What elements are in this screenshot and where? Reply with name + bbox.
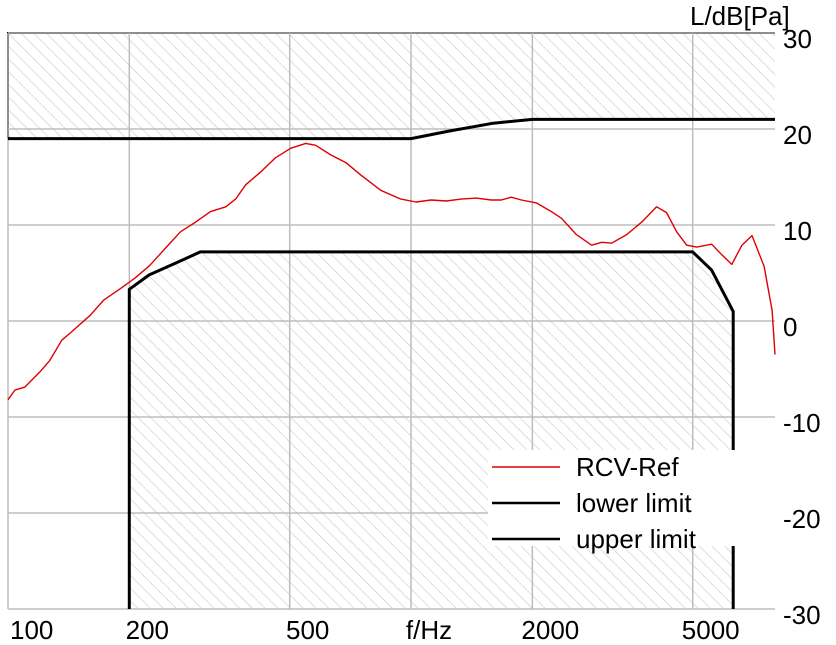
legend-box <box>488 450 775 546</box>
y-tick-label: -10 <box>783 408 821 438</box>
legend-label: RCV-Ref <box>576 452 679 482</box>
y-tick-label: 20 <box>783 120 812 150</box>
legend: RCV-Ref lower limit upper limit <box>488 450 775 554</box>
x-tick-label: 200 <box>126 615 169 645</box>
series-line <box>127 250 735 609</box>
x-tick-label: 100 <box>10 615 53 645</box>
label-layer: L/dB[Pa] 100 200 500 f/Hz 2000 50003020100-10… <box>10 1 821 645</box>
legend-label: upper limit <box>576 524 697 554</box>
y-tick-label: -30 <box>783 600 821 630</box>
y-tick-label: 30 <box>783 24 812 54</box>
hatch-region <box>8 33 775 139</box>
legend-label: lower limit <box>576 488 692 518</box>
x-tick-label: 500 <box>286 615 329 645</box>
y-tick-label: -20 <box>783 504 821 534</box>
y-axis-label: L/dB[Pa] <box>690 1 790 31</box>
hatch-region <box>129 251 734 609</box>
x-tick-label: 5000 <box>682 615 740 645</box>
y-tick-label: 10 <box>783 216 812 246</box>
x-tick-label: f/Hz <box>406 615 452 645</box>
y-tick-label: 0 <box>783 312 797 342</box>
series-line <box>8 117 775 141</box>
series-layer <box>7 117 776 609</box>
x-tick-label: 2000 <box>521 615 579 645</box>
series-line <box>7 142 776 401</box>
